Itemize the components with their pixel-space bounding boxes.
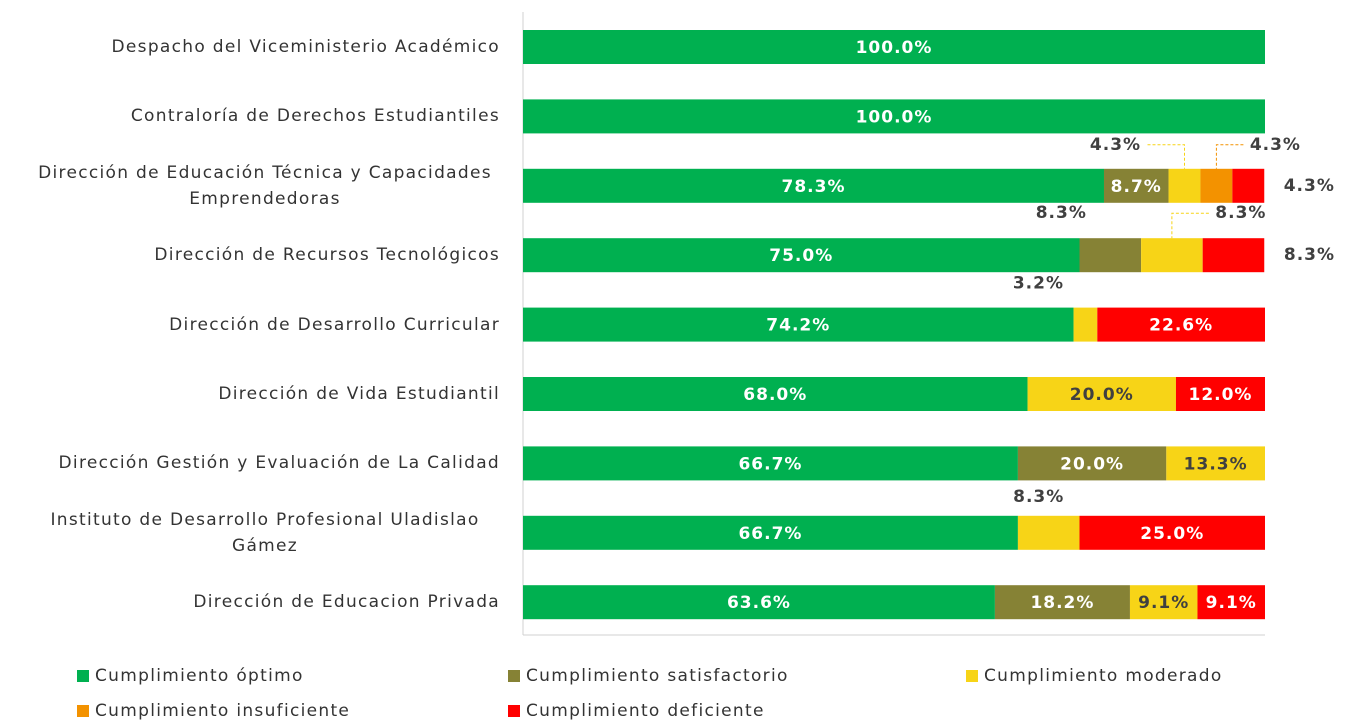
legend-label: Cumplimiento deficiente [526,701,765,721]
data-label: 20.0% [1070,385,1134,405]
bar-segment [1197,585,1265,620]
leader-line [1171,212,1209,239]
bar-segment [523,238,1080,273]
data-label: 9.1% [1138,593,1189,613]
bar-segment [523,377,1028,411]
category-text: Dirección de Desarrollo Curricular [169,314,500,335]
bar-segment [1097,307,1265,342]
data-label: 100.0% [856,107,933,127]
legend-label: Cumplimiento satisfactorio [526,666,789,686]
data-label: 68.0% [743,385,807,405]
data-label: 8.3% [1215,203,1266,223]
bar-segment [1232,168,1265,203]
category-label: Contraloría de Derechos Estudiantiles [20,86,500,146]
data-label: 12.0% [1188,385,1252,405]
bar-segment [994,585,1130,620]
data-label: 66.7% [738,454,802,474]
bar-segment [1079,238,1142,273]
legend-label: Cumplimiento insuficiente [95,701,351,721]
bar-segment [1017,515,1080,550]
bar-segment [1073,307,1098,342]
data-label: 66.7% [738,524,802,544]
data-label: 100.0% [856,38,933,58]
category-label: Dirección de Desarrollo Curricular [20,295,500,355]
category-text: Instituto de Desarrollo Profesional Ulad… [50,509,480,556]
data-label: 9.1% [1206,593,1257,613]
leader-line [1147,144,1185,169]
category-label: Dirección de Vida Estudiantil [20,364,500,424]
category-label: Dirección de Educacion Privada [20,572,500,632]
bar-segment [1168,168,1201,203]
legend-swatch [77,705,89,717]
bar-segment [1166,446,1265,481]
category-label: Despacho del Viceministerio Académico [20,17,500,77]
data-label: 13.3% [1184,454,1248,474]
legend-swatch [508,670,520,682]
bar-segment [1017,446,1167,481]
data-label: 8.3% [1013,487,1064,507]
data-label: 8.3% [1036,203,1087,223]
data-label: 22.6% [1149,316,1213,336]
bar-segment [1027,377,1176,411]
legend-swatch [966,670,978,682]
bar-segment [1079,515,1265,550]
bar-segment [523,446,1018,481]
bar-segment [1141,238,1203,273]
data-label: 63.6% [727,593,791,613]
data-label: 75.0% [769,246,833,266]
category-label: Dirección de Educación Técnica y Capacid… [20,156,500,216]
data-label: 25.0% [1140,524,1204,544]
category-text: Contraloría de Derechos Estudiantiles [130,106,500,127]
bar-segment [523,515,1018,550]
legend-label: Cumplimiento moderado [984,666,1223,686]
legend-item: Cumplimiento moderado [966,666,1223,686]
data-label: 4.3% [1284,176,1335,196]
bar-segment [523,585,995,620]
category-label: Dirección de Recursos Tecnológicos [20,225,500,285]
bar-segment [1200,168,1233,203]
data-label: 3.2% [1013,274,1064,294]
legend-item: Cumplimiento deficiente [508,701,765,721]
data-label: 4.3% [1090,135,1141,155]
legend-item: Cumplimiento satisfactorio [508,666,789,686]
bar-segment [1129,585,1198,620]
data-label: 74.2% [766,316,830,336]
bar-segment [1175,377,1265,411]
legend-swatch [508,705,520,717]
bar-segment [1103,168,1169,203]
bar-segment [523,168,1104,203]
category-text: Despacho del Viceministerio Académico [111,37,500,57]
category-text: Dirección Gestión y Evaluación de La Cal… [58,453,500,474]
category-label: Instituto de Desarrollo Profesional Ulad… [20,503,500,563]
legend-label: Cumplimiento óptimo [95,666,304,686]
category-text: Dirección de Educacion Privada [193,592,500,613]
leader-line [1215,144,1244,169]
legend-item: Cumplimiento óptimo [77,666,304,686]
category-text: Dirección de Educación Técnica y Capacid… [38,162,492,209]
category-text: Dirección de Recursos Tecnológicos [154,245,500,266]
data-label: 8.3% [1284,245,1335,265]
legend-item: Cumplimiento insuficiente [77,701,350,721]
data-label: 78.3% [782,177,846,197]
data-label: 8.7% [1111,177,1162,197]
bar-segment [523,30,1265,64]
data-label: 20.0% [1060,454,1124,474]
legend-swatch [77,670,89,682]
category-text: Dirección de Vida Estudiantil [218,384,500,404]
bar-segment [523,99,1265,134]
data-label: 4.3% [1250,135,1301,155]
bar-segment [1202,238,1265,273]
bar-segment [523,307,1074,342]
data-label: 18.2% [1030,593,1094,613]
category-label: Dirección Gestión y Evaluación de La Cal… [20,433,500,493]
